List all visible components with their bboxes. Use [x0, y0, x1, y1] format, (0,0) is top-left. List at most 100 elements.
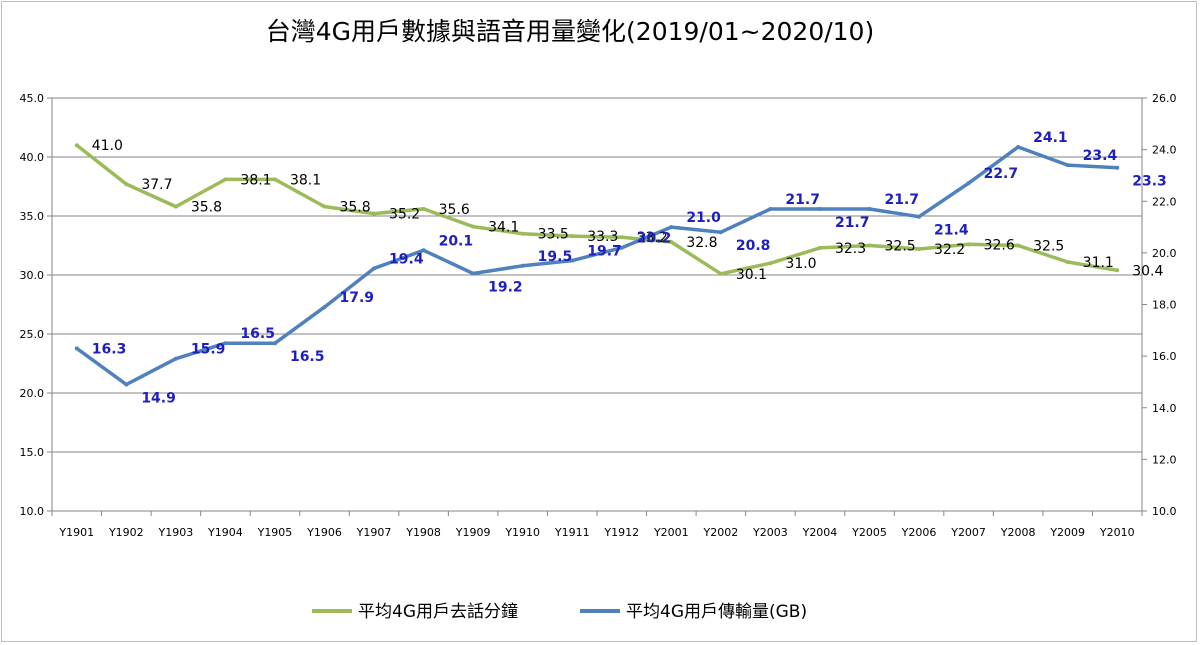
point-data-usage	[966, 181, 971, 186]
x-tick-label: Y2006	[901, 526, 937, 539]
point-talk-minutes	[372, 211, 377, 216]
point-data-usage	[1115, 165, 1120, 170]
point-talk-minutes	[520, 231, 525, 236]
point-data-usage	[520, 263, 525, 268]
data-label-talk-minutes: 32.2	[934, 242, 965, 258]
point-data-usage	[471, 271, 476, 276]
x-tick-label: Y1910	[504, 526, 540, 539]
left-tick-label: 20.0	[20, 387, 45, 400]
x-tick-label: Y1905	[257, 526, 293, 539]
point-data-usage	[817, 206, 822, 211]
left-tick-label: 15.0	[20, 446, 45, 459]
data-label-talk-minutes: 32.5	[1033, 239, 1064, 255]
point-data-usage	[917, 214, 922, 219]
point-talk-minutes	[966, 242, 971, 247]
left-tick-label: 10.0	[20, 505, 45, 518]
right-tick-label: 12.0	[1152, 453, 1177, 466]
point-talk-minutes	[669, 239, 674, 244]
data-label-talk-minutes: 38.1	[290, 172, 321, 188]
point-data-usage	[619, 245, 624, 250]
data-label-data-usage: 19.2	[488, 280, 523, 296]
data-label-talk-minutes: 32.3	[835, 241, 866, 257]
point-data-usage	[768, 206, 773, 211]
data-label-data-usage: 19.5	[538, 249, 573, 265]
data-label-talk-minutes: 32.8	[686, 235, 717, 251]
data-label-data-usage: 20.2	[637, 231, 672, 247]
series-line-talk-minutes	[75, 143, 1119, 276]
x-tick-label: Y2002	[703, 526, 739, 539]
point-talk-minutes	[471, 224, 476, 229]
x-tick-label: Y1912	[603, 526, 639, 539]
point-talk-minutes	[1065, 260, 1070, 265]
x-tick-label: Y1906	[306, 526, 342, 539]
data-labels: 41.0 37.7 35.8 38.1 38.1 35.8 35.2 35.6 34.1 33.5…	[92, 130, 1167, 406]
data-label-data-usage: 23.4	[1083, 148, 1118, 164]
x-tick-label: Y2008	[1000, 526, 1036, 539]
point-data-usage	[124, 382, 129, 387]
x-tick-label: Y2001	[653, 526, 689, 539]
series-line-data-usage	[75, 145, 1119, 387]
data-label-data-usage: 15.9	[191, 342, 226, 358]
x-tick-label: Y1907	[356, 526, 392, 539]
data-label-data-usage: 20.1	[439, 233, 474, 249]
x-tick-label: Y1902	[108, 526, 144, 539]
chart-title: 台灣4G用戶數據與語音用量變化(2019/01~2020/10)	[266, 17, 874, 46]
data-label-data-usage: 16.5	[240, 326, 275, 342]
point-data-usage	[421, 248, 426, 253]
data-label-data-usage: 22.7	[984, 166, 1019, 182]
point-talk-minutes	[917, 247, 922, 252]
point-data-usage	[1065, 163, 1070, 168]
point-data-usage	[867, 206, 872, 211]
point-talk-minutes	[867, 243, 872, 248]
data-label-talk-minutes: 33.3	[587, 229, 618, 245]
point-talk-minutes	[74, 143, 79, 148]
data-label-data-usage: 19.4	[389, 251, 424, 267]
data-label-talk-minutes: 32.5	[885, 239, 916, 255]
data-label-talk-minutes: 35.2	[389, 207, 420, 223]
data-label-data-usage: 17.9	[340, 290, 375, 306]
point-talk-minutes	[1016, 243, 1021, 248]
point-talk-minutes	[322, 204, 327, 209]
data-label-data-usage: 16.3	[92, 341, 127, 357]
data-label-data-usage: 16.5	[290, 349, 325, 365]
data-label-talk-minutes: 33.5	[538, 227, 569, 243]
point-data-usage	[718, 230, 723, 235]
data-label-data-usage: 21.7	[835, 215, 870, 231]
data-label-talk-minutes: 31.0	[785, 256, 816, 272]
data-label-talk-minutes: 37.7	[141, 177, 172, 193]
data-label-data-usage: 23.3	[1132, 174, 1167, 190]
point-talk-minutes	[817, 245, 822, 250]
data-label-talk-minutes: 34.1	[488, 220, 519, 236]
left-tick-label: 45.0	[20, 92, 45, 105]
point-data-usage	[1016, 145, 1021, 150]
legend-label-data-usage: 平均4G用戶傳輸量(GB)	[626, 602, 807, 622]
left-tick-label: 30.0	[20, 269, 45, 282]
x-tick-label: Y2004	[802, 526, 838, 539]
data-label-talk-minutes: 32.6	[984, 237, 1015, 253]
point-talk-minutes	[570, 234, 575, 239]
x-tick-label: Y2005	[851, 526, 887, 539]
point-talk-minutes	[1115, 268, 1120, 273]
point-data-usage	[74, 346, 79, 351]
x-tick-label: Y1911	[554, 526, 590, 539]
data-label-data-usage: 20.8	[736, 238, 771, 254]
point-data-usage	[173, 356, 178, 361]
x-tick-label: Y1901	[58, 526, 94, 539]
point-data-usage	[322, 305, 327, 310]
point-talk-minutes	[421, 206, 426, 211]
data-label-talk-minutes: 38.1	[240, 172, 271, 188]
point-talk-minutes	[223, 177, 228, 182]
data-label-data-usage: 21.4	[934, 223, 969, 239]
point-data-usage	[372, 266, 377, 271]
data-label-data-usage: 14.9	[141, 391, 176, 407]
legend-label-talk-minutes: 平均4G用戶去話分鐘	[358, 602, 518, 622]
left-tick-label: 40.0	[20, 151, 45, 164]
data-label-talk-minutes: 31.1	[1083, 255, 1114, 271]
point-talk-minutes	[619, 235, 624, 240]
x-tick-label: Y1903	[158, 526, 194, 539]
x-tick-label: Y2003	[752, 526, 788, 539]
right-tick-label: 14.0	[1152, 402, 1177, 415]
right-tick-label: 26.0	[1152, 92, 1177, 105]
